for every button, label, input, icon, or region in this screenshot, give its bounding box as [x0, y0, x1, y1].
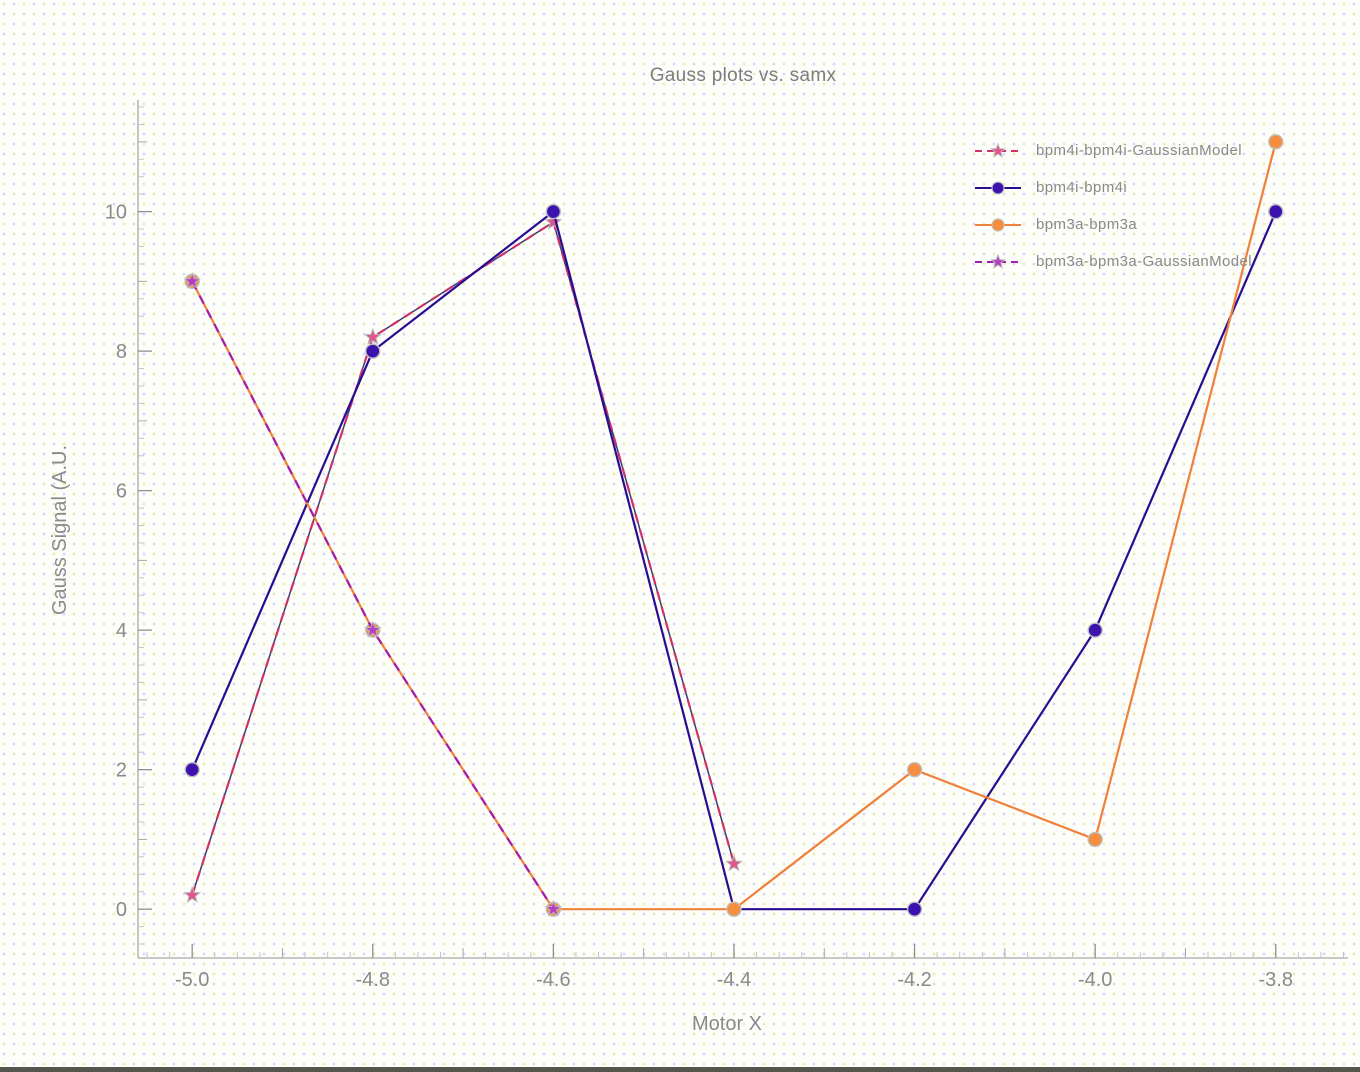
y-tick-label: 6 — [116, 481, 127, 503]
data-point-circle — [906, 901, 923, 917]
x-axis-label: Motor X — [692, 1013, 762, 1035]
legend-label: bpm3a-bpm3a — [1036, 216, 1138, 233]
series-line — [191, 209, 1277, 911]
x-tick-label: -4.2 — [897, 969, 931, 991]
data-point-star — [183, 272, 202, 289]
y-tick-label: 2 — [116, 760, 127, 782]
legend-sample-dashed-star — [975, 142, 1021, 158]
data-point-circle — [906, 761, 923, 778]
y-axis-label: Gauss Signal (A.U. — [49, 445, 71, 615]
series-bpm4i-bpm4i-GaussianModel — [183, 212, 743, 903]
model-underlay-line — [191, 220, 735, 896]
x-tick-label: -4.8 — [356, 969, 390, 991]
data-point-circle — [1087, 622, 1103, 638]
x-tick-label: -4.0 — [1078, 969, 1112, 991]
data-point-circle — [545, 203, 562, 220]
data-point-star — [183, 885, 202, 903]
y-tick-label: 0 — [116, 899, 127, 921]
legend-item-bpm3a-bpm3a-GaussianModel[interactable]: bpm3a-bpm3a-GaussianModel — [973, 247, 1252, 276]
legend-sample-solid-circle — [975, 180, 1021, 195]
legend-item-bpm4i-bpm4i[interactable]: bpm4i-bpm4i — [973, 173, 1252, 202]
data-point-star — [544, 212, 563, 230]
data-series-layer — [183, 134, 1284, 917]
data-point-circle — [365, 343, 381, 359]
data-point-circle — [184, 761, 200, 778]
x-tick-label: -5.0 — [175, 969, 209, 991]
legend-sample-dashed-star — [975, 253, 1021, 269]
bottom-bar — [0, 1067, 1360, 1072]
y-tick-label: 4 — [116, 620, 127, 642]
legend: bpm4i-bpm4i-GaussianModel bpm4i-bpm4i bpm3… — [973, 136, 1252, 276]
y-tick-label: 8 — [116, 341, 127, 363]
series-bpm4i-bpm4i — [184, 203, 1284, 917]
x-tick-label: -4.6 — [536, 969, 570, 991]
series-line — [191, 280, 555, 910]
axes: -5.0 -4.8 -4.6 -4.4 -4.2 -4.0 -3.8 0 2 4 6 8 10 — [105, 100, 1348, 991]
series-line — [191, 220, 736, 896]
data-point-star — [725, 854, 743, 872]
legend-sample-solid-circle — [975, 217, 1021, 232]
series-bpm3a-bpm3a-GaussianModel — [183, 272, 563, 917]
legend-item-bpm4i-bpm4i-GaussianModel[interactable]: bpm4i-bpm4i-GaussianModel — [973, 136, 1252, 165]
legend-label: bpm3a-bpm3a-GaussianModel — [1036, 253, 1252, 270]
legend-item-bpm3a-bpm3a[interactable]: bpm3a-bpm3a — [973, 210, 1252, 239]
x-tick-label: -4.4 — [717, 969, 751, 991]
data-point-star — [544, 899, 563, 917]
legend-label: bpm4i-bpm4i-GaussianModel — [1036, 142, 1242, 159]
chart-title: Gauss plots vs. samx — [650, 65, 837, 86]
legend-label: bpm4i-bpm4i — [1036, 179, 1128, 196]
data-point-star — [363, 327, 382, 345]
data-point-circle — [1087, 831, 1103, 848]
data-point-star — [363, 620, 382, 638]
data-point-circle — [1268, 134, 1284, 150]
y-tick-label: 10 — [105, 202, 127, 224]
data-point-circle — [1268, 203, 1284, 220]
data-point-circle — [726, 901, 742, 917]
x-tick-label: -3.8 — [1259, 969, 1293, 991]
